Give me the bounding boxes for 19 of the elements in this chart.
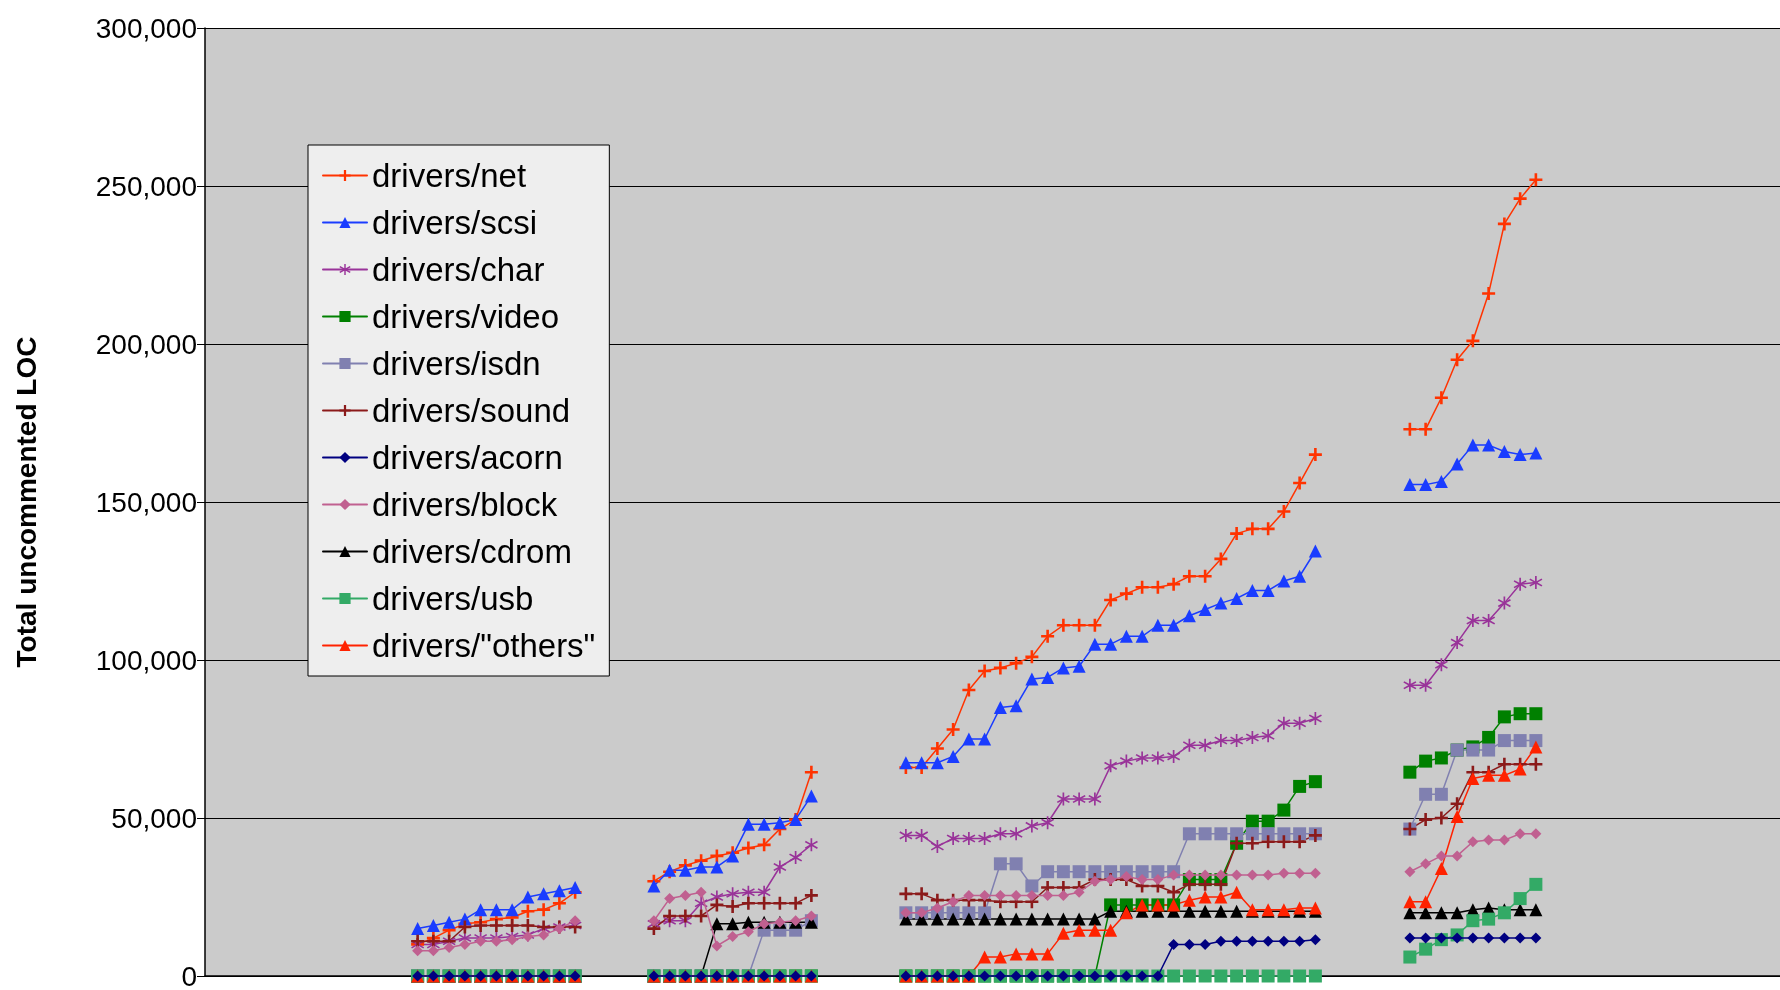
y-tick-label: 200,000 [95, 328, 197, 360]
y-axis-title: Total uncommented LOC [10, 336, 42, 668]
y-tick-label: 300,000 [95, 12, 197, 44]
legend-label: drivers/net [372, 157, 527, 194]
legend-label: drivers/"others" [372, 627, 596, 664]
y-tick-label: 100,000 [95, 644, 197, 676]
y-tick-label: 0 [181, 960, 197, 990]
legend-label: drivers/usb [372, 580, 534, 617]
legend-label: drivers/block [372, 486, 558, 523]
legend-label: drivers/sound [372, 392, 571, 429]
legend-label: drivers/isdn [372, 345, 541, 382]
y-tick-label: 250,000 [95, 170, 197, 202]
legend-label: drivers/acorn [372, 439, 563, 476]
legend-label: drivers/cdrom [372, 533, 572, 570]
legend-label: drivers/video [372, 298, 560, 335]
y-tick-label: 50,000 [111, 802, 197, 834]
legend-label: drivers/char [372, 251, 545, 288]
legend-label: drivers/scsi [372, 204, 538, 241]
y-tick-label: 150,000 [95, 486, 197, 518]
